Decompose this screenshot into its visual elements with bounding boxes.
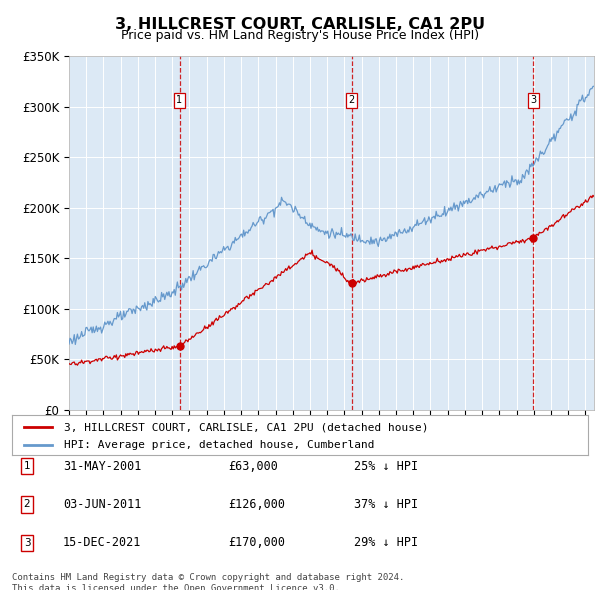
Text: 29% ↓ HPI: 29% ↓ HPI: [354, 536, 418, 549]
Text: £170,000: £170,000: [228, 536, 285, 549]
Text: £126,000: £126,000: [228, 498, 285, 511]
Text: Contains HM Land Registry data © Crown copyright and database right 2024.
This d: Contains HM Land Registry data © Crown c…: [12, 573, 404, 590]
Text: 3: 3: [23, 538, 31, 548]
Text: 3, HILLCREST COURT, CARLISLE, CA1 2PU: 3, HILLCREST COURT, CARLISLE, CA1 2PU: [115, 17, 485, 31]
Text: 31-MAY-2001: 31-MAY-2001: [63, 460, 142, 473]
Text: Price paid vs. HM Land Registry's House Price Index (HPI): Price paid vs. HM Land Registry's House …: [121, 30, 479, 42]
Text: 15-DEC-2021: 15-DEC-2021: [63, 536, 142, 549]
Text: 1: 1: [176, 96, 182, 105]
Text: HPI: Average price, detached house, Cumberland: HPI: Average price, detached house, Cumb…: [64, 441, 374, 450]
Text: £63,000: £63,000: [228, 460, 278, 473]
Text: 25% ↓ HPI: 25% ↓ HPI: [354, 460, 418, 473]
Text: 3: 3: [530, 96, 536, 105]
Text: 2: 2: [23, 500, 31, 509]
Text: 03-JUN-2011: 03-JUN-2011: [63, 498, 142, 511]
Text: 2: 2: [349, 96, 355, 105]
Text: 37% ↓ HPI: 37% ↓ HPI: [354, 498, 418, 511]
Text: 1: 1: [23, 461, 31, 471]
Text: 3, HILLCREST COURT, CARLISLE, CA1 2PU (detached house): 3, HILLCREST COURT, CARLISLE, CA1 2PU (d…: [64, 422, 428, 432]
